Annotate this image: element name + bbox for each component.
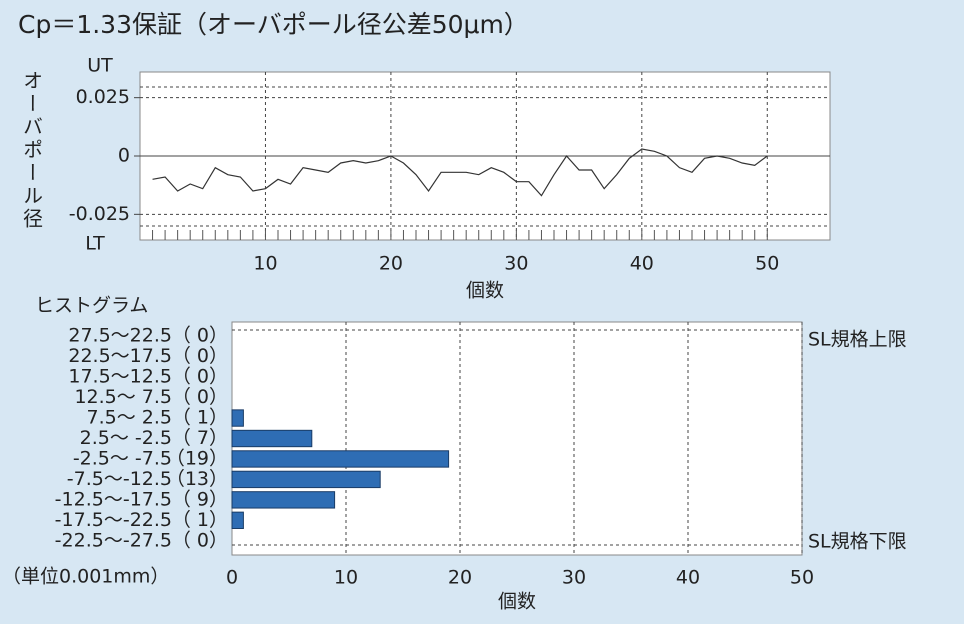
value-label: （ 0） — [172, 529, 228, 551]
bar — [231, 450, 450, 468]
category-label: 27.5～22.5 — [68, 325, 172, 347]
value-label: （ 1） — [172, 509, 228, 531]
lower-limit-label: SL規格下限 — [808, 531, 907, 553]
x-axis-label: 個数 — [466, 280, 504, 302]
histogram-title: ヒストグラム — [35, 295, 148, 317]
x-tick-label: 40 — [676, 567, 700, 589]
category-label: 22.5～17.5 — [68, 345, 172, 367]
category-label: -2.5～ -7.5 — [73, 447, 172, 469]
category-label: -22.5～-27.5 — [55, 529, 172, 551]
x-tick-label: 20 — [448, 567, 472, 589]
x-tick-label: 40 — [630, 253, 654, 275]
x-tick-label: 20 — [379, 253, 403, 275]
value-label: （ 1） — [172, 407, 228, 429]
value-label: （ 0） — [172, 325, 228, 347]
value-label: （ 0） — [172, 386, 228, 408]
y-tick-label: 0 — [118, 145, 130, 167]
unit-label: （単位0.001mm） — [2, 566, 169, 588]
y-tick-label: 0.025 — [76, 86, 130, 108]
category-label: 17.5～12.5 — [68, 366, 172, 388]
value-label: （19） — [166, 447, 228, 469]
value-label: （ 7） — [172, 427, 228, 449]
value-label: （ 9） — [172, 488, 228, 510]
bar — [231, 429, 313, 448]
y-axis-label: オーバポール径 — [20, 70, 44, 231]
bar — [231, 409, 244, 427]
x-tick-label: 50 — [755, 253, 779, 275]
x-axis-label: 個数 — [498, 591, 536, 613]
value-label: （13） — [166, 468, 228, 490]
x-tick-label: 30 — [562, 567, 586, 589]
x-tick-label: 50 — [790, 567, 814, 589]
bar — [231, 470, 381, 489]
category-label: -7.5～-12.5 — [67, 468, 172, 490]
upper-limit-label: SL規格上限 — [808, 329, 907, 351]
category-label: -12.5～-17.5 — [55, 488, 172, 510]
x-tick-label: 10 — [253, 253, 277, 275]
category-label: 2.5～ -2.5 — [80, 427, 172, 449]
upper-label: UT — [87, 55, 113, 77]
value-label: （ 0） — [172, 345, 228, 367]
y-tick-label: -0.025 — [69, 203, 130, 225]
x-tick-label: 30 — [504, 253, 528, 275]
bar — [231, 491, 336, 509]
x-tick-label: 0 — [226, 567, 238, 589]
plot-area — [231, 321, 803, 556]
value-label: （ 0） — [172, 366, 228, 388]
data-line — [152, 148, 768, 197]
category-label: -17.5～-22.5 — [55, 509, 172, 531]
category-label: 12.5～ 7.5 — [74, 386, 172, 408]
page-title: Cp＝1.33保証（オーバポール径公差50μm） — [18, 10, 529, 39]
bar — [231, 511, 244, 529]
category-label: 7.5～ 2.5 — [87, 407, 172, 429]
x-tick-label: 10 — [334, 567, 358, 589]
lower-label: LT — [85, 233, 105, 255]
